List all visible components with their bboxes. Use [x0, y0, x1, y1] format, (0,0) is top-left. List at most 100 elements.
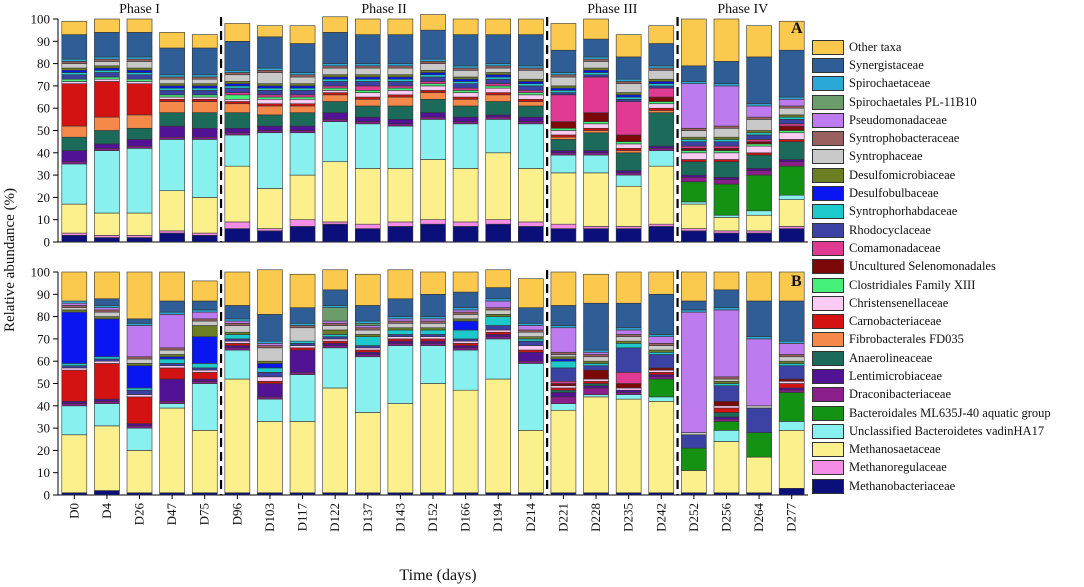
- bar-segment: [94, 271, 120, 300]
- bar-segment: [648, 376, 675, 380]
- bar-segment: [746, 105, 772, 118]
- bar-segment: [648, 345, 675, 351]
- bar-segment: [583, 385, 609, 389]
- x-tick-label: D137: [360, 503, 375, 532]
- bar-segment: [354, 168, 381, 225]
- bar-segment: [713, 183, 740, 216]
- legend-swatch: [812, 57, 844, 73]
- bar-segment: [420, 336, 446, 340]
- bar-segment: [224, 134, 251, 167]
- bar-segment: [387, 345, 414, 404]
- legend-label: Syntrophaceae: [849, 149, 923, 164]
- bar-segment: [126, 396, 153, 424]
- bar-segment: [159, 112, 185, 127]
- bar-segment: [518, 90, 544, 93]
- bar-segment: [387, 340, 414, 344]
- bar-segment: [713, 139, 740, 142]
- bar-segment: [191, 136, 218, 140]
- bar-segment: [746, 116, 772, 120]
- bar-segment: [485, 325, 512, 331]
- bar-segment: [615, 271, 642, 304]
- bar-segment: [289, 343, 316, 346]
- bar-segment: [583, 383, 609, 387]
- bar-segment: [159, 363, 185, 366]
- bar-segment: [224, 83, 251, 87]
- bar-segment: [746, 154, 772, 169]
- legend-item: Spirochaetaceae: [812, 75, 1082, 93]
- bar-segment: [126, 325, 153, 358]
- bar-segment: [746, 271, 772, 302]
- bar-segment: [746, 141, 772, 145]
- bar-segment: [452, 389, 479, 494]
- bar-segment: [61, 401, 88, 404]
- bar-segment: [746, 132, 772, 136]
- bar-segment: [746, 130, 772, 134]
- bar-segment: [778, 378, 805, 382]
- bar-segment: [778, 132, 805, 140]
- bar-segment: [289, 72, 316, 76]
- bar-segment: [126, 67, 153, 71]
- bar-segment: [257, 492, 283, 496]
- bar-segment: [713, 152, 740, 160]
- bar-segment: [61, 63, 88, 69]
- bar-segment: [452, 309, 479, 313]
- bar-segment: [61, 403, 88, 407]
- x-axis-label: Time (days): [399, 567, 476, 584]
- bar-segment: [191, 90, 218, 96]
- bar-segment: [224, 492, 251, 496]
- legend-swatch: [812, 131, 844, 147]
- bar-segment: [289, 327, 316, 342]
- bar-segment: [420, 74, 446, 78]
- bar-segment: [224, 112, 251, 129]
- bar-segment: [224, 103, 251, 113]
- legend-item: Comamonadaceae: [812, 239, 1082, 257]
- bar-segment: [713, 441, 740, 494]
- bar-segment: [322, 340, 348, 344]
- bar-segment: [322, 101, 348, 113]
- legend-label: Anaerolineaceae: [849, 350, 933, 365]
- bar-segment: [485, 300, 512, 308]
- bar-segment: [61, 81, 88, 84]
- bar-segment: [354, 223, 381, 229]
- bar-segment: [322, 85, 348, 89]
- legend-label: Syntrophobacteraceae: [849, 131, 960, 146]
- legend-item: Anaerolineaceae: [812, 349, 1082, 367]
- y-tick-label: 100: [31, 12, 51, 27]
- bar-segment: [289, 349, 316, 373]
- bar-segment: [583, 394, 609, 398]
- bar-segment: [224, 343, 251, 346]
- bar-segment: [354, 67, 381, 76]
- x-tick-label: D0: [66, 503, 81, 519]
- bar-segment: [550, 228, 577, 243]
- bar-segment: [354, 116, 381, 122]
- bar-segment: [583, 356, 609, 362]
- bar-segment: [615, 343, 642, 349]
- y-tick-label: 30: [37, 421, 50, 436]
- y-tick-label: 0: [44, 488, 51, 503]
- bar-segment: [354, 356, 381, 413]
- legend-label: Spirochaetaceae: [849, 76, 931, 91]
- panel-label: B: [791, 273, 802, 290]
- bar-segment: [126, 425, 153, 429]
- bar-segment: [550, 139, 577, 151]
- bar-segment: [648, 336, 675, 344]
- bar-segment: [191, 378, 218, 382]
- bar-segment: [648, 85, 675, 89]
- bar-segment: [354, 105, 381, 118]
- bar-segment: [387, 322, 414, 329]
- bar-segment: [94, 403, 120, 427]
- bar-segment: [615, 143, 642, 149]
- bar-segment: [648, 148, 675, 151]
- bar-segment: [518, 121, 544, 125]
- bar-segment: [746, 145, 772, 154]
- bar-segment: [713, 18, 740, 62]
- bar-segment: [615, 334, 642, 337]
- plot-area: 0 10 20 30 40 50 60 70 80 90 100 A 0 10 20 30 40 50 60 70 80…: [31, 2, 808, 532]
- bar-segment: [746, 456, 772, 494]
- bar-segment: [387, 78, 414, 82]
- bar-segment: [681, 434, 707, 449]
- bar-segment: [289, 76, 316, 84]
- bar-segment: [452, 98, 479, 107]
- bar-segment: [518, 307, 544, 324]
- bar-segment: [257, 85, 283, 89]
